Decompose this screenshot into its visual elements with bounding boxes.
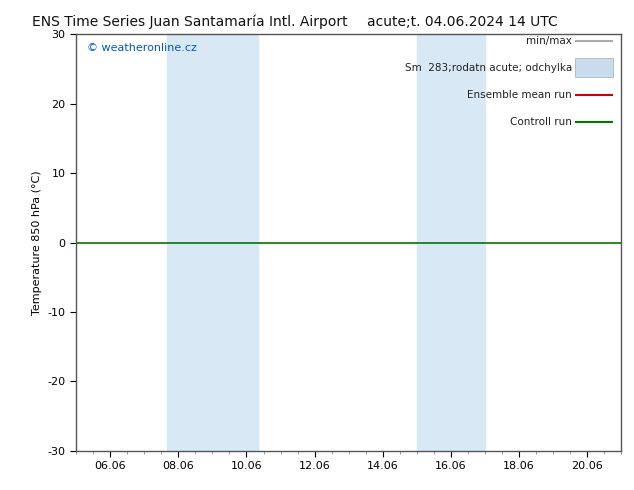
Text: Ensemble mean run: Ensemble mean run [467,90,573,99]
Text: ENS Time Series Juan Santamaría Intl. Airport: ENS Time Series Juan Santamaría Intl. Ai… [32,15,348,29]
Text: min/max: min/max [526,36,573,46]
Text: Sm  283;rodatn acute; odchylka: Sm 283;rodatn acute; odchylka [405,63,573,73]
FancyBboxPatch shape [575,58,613,77]
Text: © weatheronline.cz: © weatheronline.cz [87,43,197,52]
Text: acute;t. 04.06.2024 14 UTC: acute;t. 04.06.2024 14 UTC [368,15,558,29]
Text: Controll run: Controll run [510,117,573,127]
Bar [167,34,257,451]
Bar [417,34,485,451]
Y-axis label: Temperature 850 hPa (°C): Temperature 850 hPa (°C) [32,170,42,315]
